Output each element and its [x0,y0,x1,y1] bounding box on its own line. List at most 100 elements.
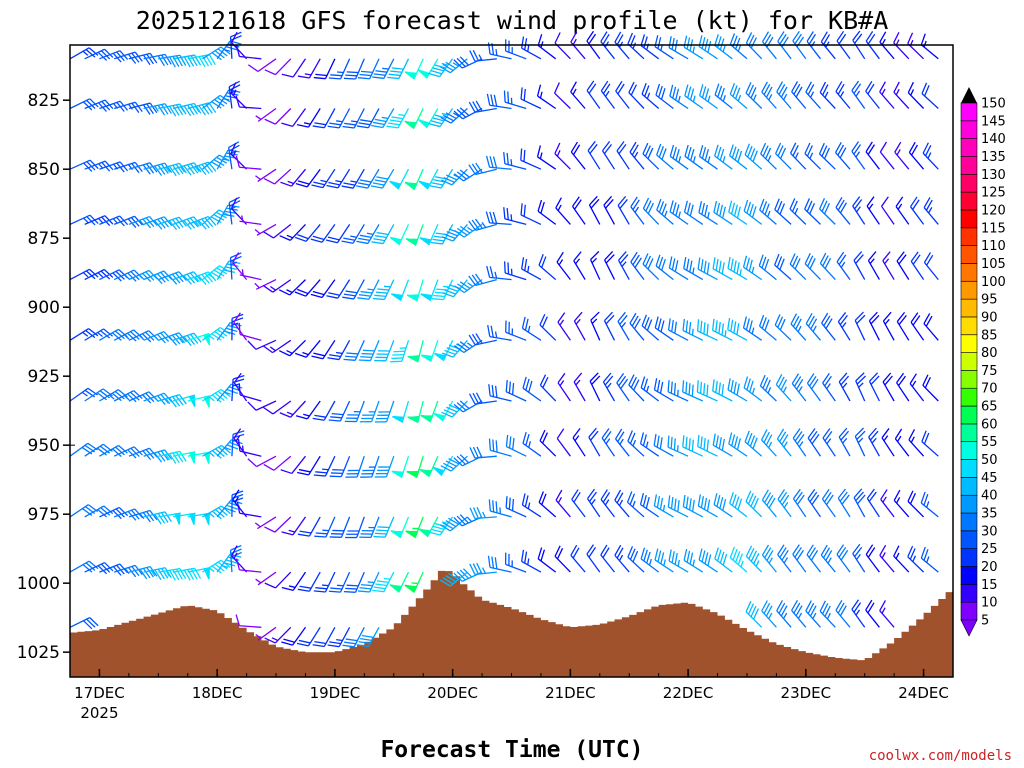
barb-staff [216,40,231,60]
barb-full [448,404,460,410]
barb-full [262,345,273,354]
barb-staff [187,161,209,170]
wind-barb [295,400,321,420]
wind-barb [469,507,497,520]
barb-full [153,220,163,230]
barb-full [605,314,615,325]
barb-full [572,144,581,156]
barb-staff [641,325,660,341]
barb-full [730,319,734,332]
barb-full [214,331,225,339]
wind-barb [390,516,410,539]
barb-full [707,554,712,566]
barb-full [713,493,718,505]
barb-full [229,200,241,207]
barb-staff [714,94,733,110]
barb-full [476,562,483,574]
barb-full [407,415,420,419]
barb-half [591,257,598,264]
barb-staff [555,207,571,225]
barb-full [821,312,829,324]
barb-staff [172,567,195,573]
barb-full [758,314,765,327]
barb-full [856,430,866,440]
barb-full [428,122,441,128]
barb-full [822,255,829,267]
barb-full [715,380,718,393]
barb-full [127,272,137,282]
barb-half [234,496,239,503]
wind-barb [818,142,836,170]
barb-full [747,84,755,96]
wind-barb [230,142,248,170]
barb-full [731,146,737,159]
barb-staff [835,91,851,109]
wind-barb [374,400,395,423]
barb-half [353,411,361,413]
barb-pennant [389,180,402,190]
barb-full [661,148,667,160]
barb-full [372,76,384,80]
wind-barb [255,107,277,122]
barb-full [835,81,843,92]
barb-staff [367,626,380,647]
wind-barb [761,489,777,518]
barb-full [794,491,803,502]
barb-full [920,546,926,559]
barb-half [767,210,771,218]
barb-full [854,311,864,321]
barb-full [201,218,210,229]
barb-full [586,544,595,555]
barb-staff [882,381,895,402]
wind-barb [328,400,351,422]
wind-barb [761,544,777,573]
barb-half [335,351,343,355]
wind-barb [521,257,542,281]
barb-full [810,549,819,561]
barb-staff [490,510,512,518]
barb-full [198,56,206,68]
wind-barb [653,378,674,402]
barb-staff [158,271,180,281]
barb-staff [775,384,792,402]
barb-staff [128,509,151,518]
colorbar-label: 145 [981,114,1006,129]
barb-full [100,330,111,339]
barb-full [656,198,662,211]
barb-full [376,417,388,420]
barb-full [735,87,741,99]
barb-half [605,438,611,445]
barb-full [836,251,845,263]
barb-staff [383,58,395,79]
barb-full [492,439,495,452]
barb-full [235,45,241,57]
wind-barb [505,496,527,518]
barb-staff [489,335,512,341]
barb-staff [84,268,105,281]
barb-full [488,384,491,396]
barb-half [97,217,104,224]
barb-full [796,549,804,561]
barb-half [511,328,514,335]
barb-full [204,217,214,228]
wind-barb [744,430,763,457]
wind-barb [682,435,704,457]
barb-full [343,293,356,297]
barb-full [747,432,753,445]
barb-staff [257,168,277,182]
barb-full [714,34,719,46]
barb-full [627,546,634,558]
barb-full [761,317,767,329]
barb-full [494,385,498,398]
wind-barb [760,429,777,457]
barb-full [247,458,258,468]
wind-barb [69,98,99,111]
barb-full [211,510,222,520]
wind-barb [453,400,483,413]
barb-staff [759,325,777,341]
colorbar-swatch [960,102,978,122]
barb-half [527,325,531,333]
barb-half [824,91,829,98]
barb-staff [489,222,512,226]
barb-full [667,495,671,508]
